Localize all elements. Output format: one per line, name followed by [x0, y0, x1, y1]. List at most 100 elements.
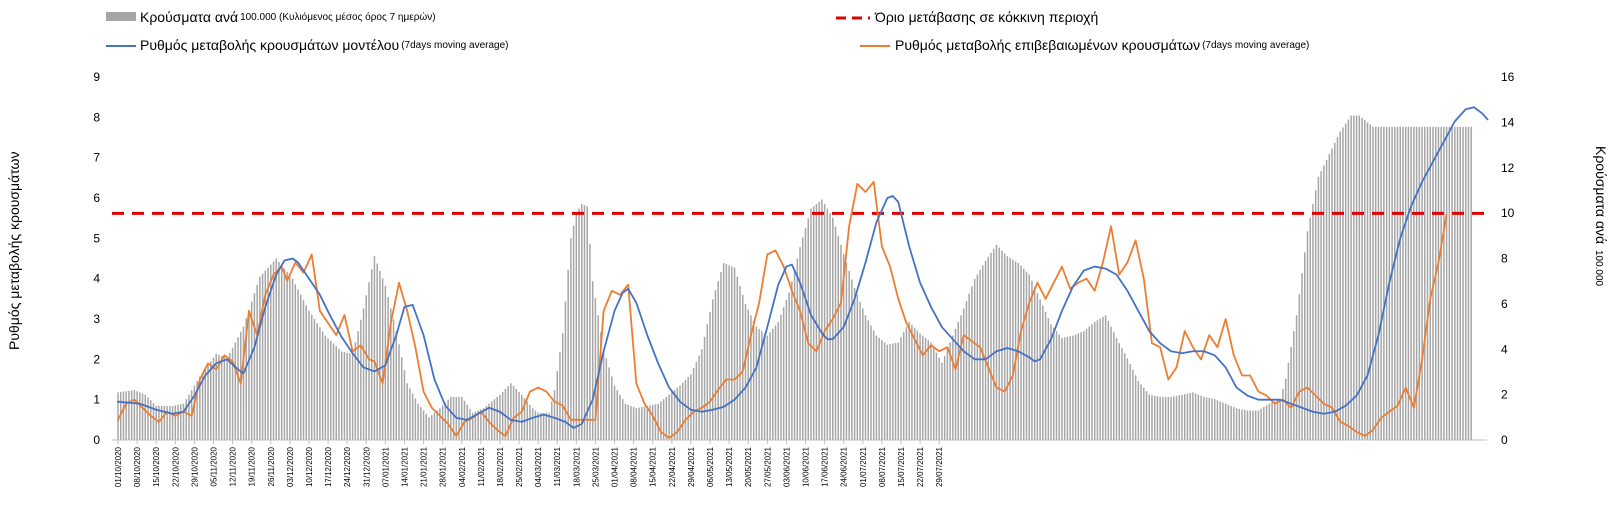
bar	[1355, 115, 1358, 440]
bar	[635, 408, 638, 440]
bar	[679, 385, 681, 440]
bar	[1443, 126, 1445, 440]
bar	[196, 381, 198, 440]
bar	[387, 297, 389, 440]
y-right-tick-label: 2	[1501, 388, 1508, 402]
bar	[1134, 375, 1137, 440]
bar	[1145, 391, 1148, 440]
bar	[1448, 126, 1451, 440]
bar	[586, 206, 588, 440]
legend-confirmed-label: Ρυθμός μεταβολής επιβεβαιωμένων κρουσμάτ…	[895, 37, 1201, 53]
bar	[649, 405, 651, 440]
bar	[1107, 320, 1110, 440]
bar	[1197, 394, 1200, 441]
bar	[332, 343, 335, 440]
x-tick-label: 19/11/2020	[248, 446, 257, 486]
bar	[878, 337, 880, 440]
bar	[668, 394, 670, 441]
bar	[714, 290, 717, 440]
bar	[321, 331, 324, 440]
bar	[229, 353, 231, 440]
bar	[1339, 131, 1341, 440]
bar	[351, 353, 354, 440]
bar	[223, 357, 226, 440]
bar	[1118, 343, 1120, 440]
bar	[1058, 334, 1060, 440]
bar	[504, 388, 507, 440]
bar	[1429, 126, 1431, 440]
bar	[578, 208, 580, 440]
bar	[300, 294, 302, 440]
bar	[1053, 327, 1055, 440]
bar	[1350, 115, 1352, 440]
x-tick-label: 04/02/2021	[458, 446, 467, 487]
bar	[1061, 337, 1063, 440]
bar	[226, 358, 228, 440]
bar	[815, 204, 818, 440]
bar	[471, 412, 474, 440]
bar	[496, 396, 498, 440]
bar	[829, 213, 831, 441]
bar	[411, 393, 414, 440]
bar	[1162, 396, 1164, 440]
bar	[662, 399, 665, 440]
bar	[812, 206, 815, 440]
bar	[1211, 398, 1213, 440]
bar	[1205, 397, 1208, 440]
bar	[160, 405, 163, 440]
bar	[469, 408, 471, 440]
y-left-tick-label: 3	[93, 312, 100, 326]
x-tick-label: 03/12/2020	[286, 446, 295, 487]
bar	[1178, 395, 1181, 440]
bar	[1233, 407, 1235, 440]
bar	[270, 264, 272, 440]
bar	[766, 335, 769, 440]
x-tick-label: 24/06/2021	[840, 446, 849, 487]
bar	[1268, 403, 1271, 440]
bar	[1181, 394, 1183, 441]
bar	[507, 386, 509, 440]
bar	[684, 379, 687, 440]
bar	[673, 390, 676, 440]
bar	[305, 305, 307, 440]
bar	[1173, 396, 1175, 440]
bar	[540, 412, 542, 440]
bar	[567, 269, 569, 440]
x-tick-label: 14/01/2021	[401, 446, 410, 487]
bar	[968, 293, 970, 440]
bar	[136, 391, 138, 440]
bar	[1399, 126, 1401, 440]
bar	[1263, 407, 1265, 440]
y-left-tick-label: 9	[93, 70, 100, 84]
bar	[267, 267, 269, 440]
bar	[1385, 126, 1388, 440]
bar	[452, 396, 455, 440]
model-series	[117, 106, 1489, 429]
bar	[409, 388, 411, 440]
x-tick-label: 29/10/2020	[190, 446, 199, 487]
bar	[1200, 395, 1202, 440]
legend-bars: Κρούσματα ανά 100.000 (Κυλιόμενος μέσος …	[140, 9, 436, 25]
bar	[291, 278, 294, 440]
bar	[1304, 252, 1306, 440]
bar	[310, 314, 313, 440]
x-tick-label: 22/04/2021	[668, 446, 677, 487]
y-left-tick-label: 7	[93, 151, 100, 165]
bar	[589, 243, 591, 440]
bar	[889, 344, 891, 440]
bar	[1317, 176, 1320, 440]
bar	[564, 301, 567, 440]
bar	[512, 386, 515, 440]
bar	[324, 335, 327, 440]
bar	[1183, 394, 1186, 440]
bar	[529, 404, 531, 440]
bar	[133, 390, 136, 440]
y-left-tick-label: 8	[93, 110, 100, 124]
bar	[1320, 171, 1322, 440]
bar	[1238, 408, 1241, 440]
x-tick-label: 01/10/2020	[114, 446, 123, 487]
bar	[799, 247, 801, 440]
bar	[188, 394, 190, 441]
bar	[1175, 395, 1178, 440]
